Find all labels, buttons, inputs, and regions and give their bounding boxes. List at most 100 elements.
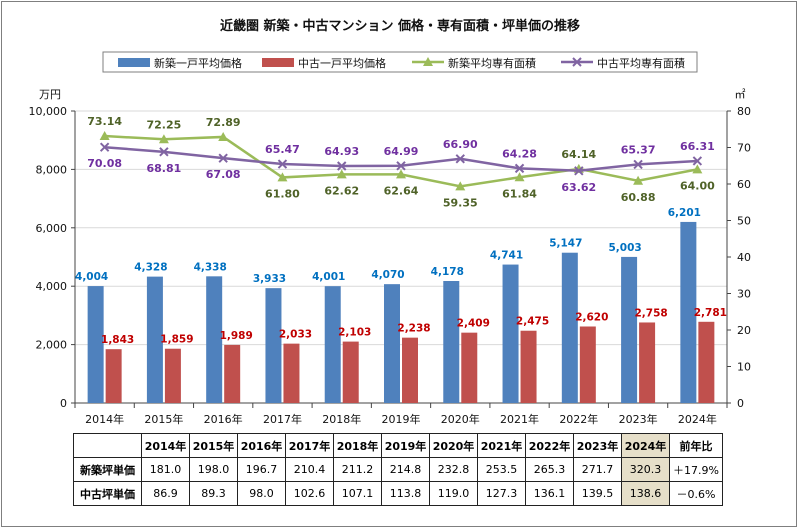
line-new-marker: [692, 164, 703, 174]
table-cell: 265.3: [525, 457, 574, 482]
bar-new: [265, 288, 282, 403]
y-right-tick-label: 30: [737, 288, 751, 301]
legend-label: 中古平均専有面積: [597, 56, 685, 70]
table-cell: 136.1: [525, 481, 574, 506]
legend-label: 中古一戸平均価格: [298, 56, 386, 70]
bar-new: [443, 281, 460, 403]
bar-used: [342, 341, 359, 403]
bar-new: [384, 284, 400, 403]
bar-new: [324, 286, 341, 403]
line-used-label: 64.93: [324, 145, 359, 158]
legend-swatch-bar: [262, 58, 294, 67]
bar-new-label: 4,741: [490, 250, 523, 262]
legend-marker-triangle: [423, 57, 433, 66]
bar-new: [146, 276, 163, 403]
line-new-label: 61.84: [502, 187, 537, 200]
line-new-marker: [633, 175, 644, 185]
line-new-marker: [277, 172, 288, 182]
table-header-cell: 2019年: [381, 433, 430, 458]
table-header-cell: 2017年: [285, 433, 334, 458]
bar-new: [621, 256, 638, 403]
price-per-tsubo-table: 2014年 2015年 2016年 2017年 2018年 2019年 2020…: [73, 433, 723, 506]
x-tick-label: 2016年: [204, 412, 243, 426]
bar-new-label: 4,328: [134, 262, 167, 274]
table-header-cell: 前年比: [669, 433, 723, 458]
table-header-cell: 2022年: [525, 433, 574, 458]
y-left-unit: 万円: [39, 88, 61, 101]
table-cell-yoy: ＋17.9%: [669, 457, 723, 482]
bar-used: [164, 348, 181, 403]
table-row: 新築坪単価 181.0 198.0 196.7 210.4 211.2 214.…: [73, 457, 723, 482]
x-tick-label: 2018年: [322, 412, 361, 426]
y-left-tick-label: 0: [60, 397, 67, 410]
table-cell: 86.9: [141, 481, 190, 506]
y-right-tick-label: 0: [737, 397, 744, 410]
table-cell: 210.4: [285, 457, 334, 482]
line-new-marker: [455, 181, 466, 191]
y-right-tick-label: 50: [737, 215, 751, 228]
line-used-label: 64.28: [502, 147, 537, 160]
bar-new: [502, 264, 519, 403]
bar-new: [680, 221, 697, 403]
line-used-marker: [218, 153, 228, 163]
table-cell: 139.5: [573, 481, 622, 506]
y-left-tick-label: 8,000: [36, 163, 68, 176]
y-right-tick-label: 80: [737, 105, 751, 118]
bar-new-label: 5,003: [608, 242, 641, 254]
line-used-label: 65.37: [621, 143, 656, 156]
table-cell: 232.8: [429, 457, 478, 482]
line-new-label: 62.62: [324, 184, 359, 197]
line-used-marker: [396, 161, 406, 171]
line-used-marker: [159, 147, 169, 157]
bar-used: [520, 330, 537, 403]
bar-new-label: 4,004: [75, 271, 108, 283]
line-new-marker: [514, 172, 525, 182]
line-used-marker: [337, 161, 347, 171]
table-cell-highlight: 320.3: [621, 457, 670, 482]
line-used-label: 70.08: [87, 157, 122, 170]
line-used-marker: [277, 159, 288, 169]
table-header-cell-highlight: 2024年: [621, 433, 670, 458]
bar-used-label: 2,620: [575, 311, 608, 323]
line-used-label: 64.99: [384, 145, 419, 158]
table-header-cell: 2020年: [429, 433, 478, 458]
line-new-label: 72.89: [206, 116, 241, 129]
line-new-label: 59.35: [443, 196, 478, 209]
bar-new-label: 4,001: [312, 271, 345, 283]
line-new-label: 72.25: [147, 118, 182, 131]
x-tick-label: 2022年: [559, 412, 598, 426]
bar-new: [87, 286, 104, 403]
line-new-marker: [99, 131, 110, 141]
legend-marker-x: [572, 57, 582, 67]
bar-used-label: 2,781: [694, 307, 727, 319]
line-new-marker: [158, 134, 169, 144]
line-new-label: 60.88: [621, 191, 656, 204]
y-right-unit: ㎡: [735, 88, 746, 101]
line-new-label: 64.14: [561, 148, 596, 161]
line-new-marker: [396, 169, 406, 179]
bar-used-label: 2,103: [338, 327, 371, 339]
table-cell: 127.3: [477, 481, 526, 506]
bar-used-label: 2,238: [397, 323, 430, 335]
line-used-marker: [633, 159, 643, 170]
table-header-cell: 2014年: [141, 433, 190, 458]
y-right-tick-label: 70: [737, 142, 751, 155]
bar-used-label: 1,989: [220, 330, 253, 342]
table-cell: 196.7: [237, 457, 286, 482]
table-cell: 214.8: [381, 457, 430, 482]
y-left-tick-label: 2,000: [36, 339, 68, 352]
x-tick-label: 2023年: [619, 412, 658, 426]
line-new-label: 62.64: [384, 184, 419, 197]
table-cell: 113.8: [381, 481, 430, 506]
table-row-label: 中古坪単価: [73, 481, 142, 506]
bar-used: [283, 343, 300, 403]
bar-new-label: 4,070: [371, 269, 404, 281]
line-used-label: 63.62: [561, 181, 596, 194]
legend-swatch-bar: [118, 58, 150, 67]
bar-new: [206, 276, 223, 403]
table-cell-highlight: 138.6: [621, 481, 670, 506]
line-used-marker: [514, 163, 525, 174]
bar-used: [461, 332, 478, 403]
line-new-area: [104, 134, 698, 188]
